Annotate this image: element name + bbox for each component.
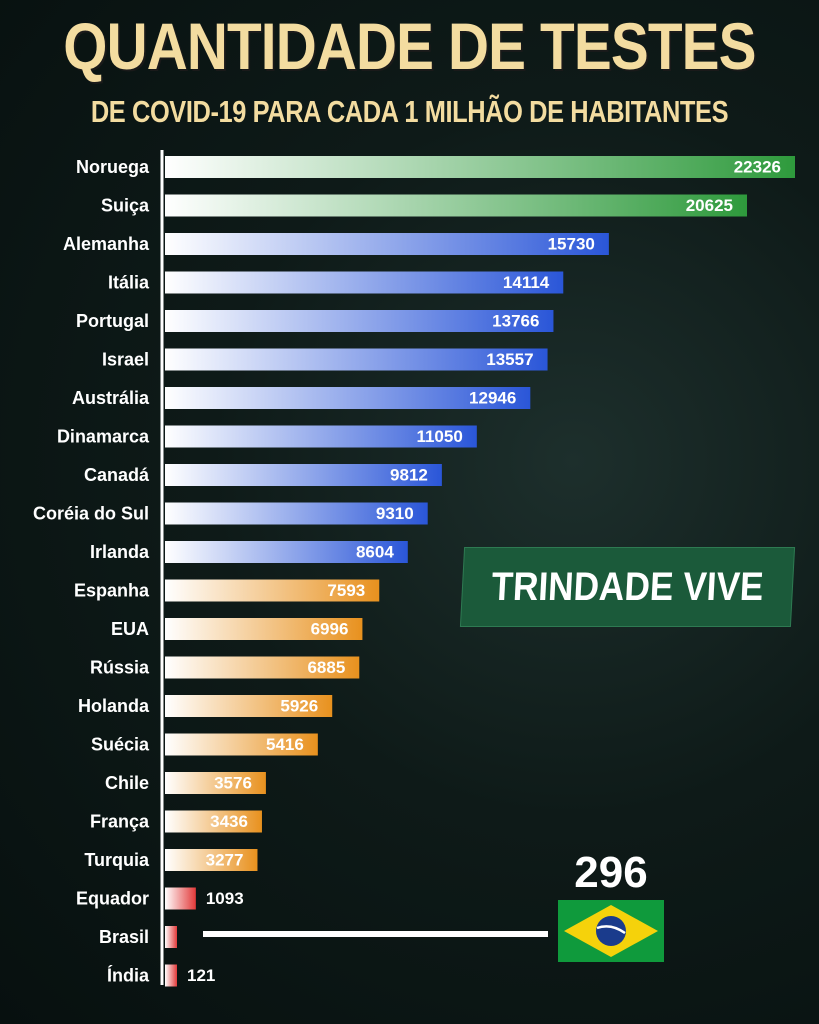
bar	[165, 348, 548, 371]
value-label: 8604	[356, 542, 394, 561]
category-label: Espanha	[74, 580, 150, 600]
brazil-flag-icon	[558, 900, 664, 962]
value-label: 9310	[376, 504, 414, 523]
category-label: Alemanha	[63, 234, 150, 254]
category-label: Equador	[76, 888, 149, 908]
bar	[165, 233, 609, 255]
bar	[165, 541, 408, 563]
bar	[165, 194, 748, 217]
brand-badge-text: TRINDADE VIVE	[490, 564, 765, 609]
bar	[165, 618, 363, 640]
value-label: 5416	[266, 735, 304, 754]
value-label: 6996	[311, 619, 349, 638]
chart-title: QUANTIDADE DE TESTES	[63, 9, 756, 83]
value-label: 13557	[486, 350, 533, 369]
bar	[165, 425, 477, 448]
category-label: Israel	[102, 349, 149, 369]
value-label: 20625	[686, 196, 733, 215]
value-label: 13766	[492, 311, 539, 330]
value-label: 121	[187, 966, 215, 985]
category-label: Noruega	[76, 157, 150, 177]
category-label: Suiça	[101, 195, 150, 215]
category-label: Austrália	[72, 388, 150, 408]
value-label: 9812	[390, 465, 428, 484]
bar	[165, 502, 428, 525]
brand-badge: TRINDADE VIVE	[460, 548, 795, 626]
bar	[165, 887, 196, 910]
bar	[165, 964, 177, 987]
bar	[165, 849, 258, 871]
value-label: 7593	[327, 581, 365, 600]
bar	[165, 310, 554, 332]
value-label: 12946	[469, 388, 516, 407]
value-label: 22326	[734, 157, 781, 176]
value-label: 3277	[206, 850, 244, 869]
category-label: Rússia	[90, 657, 150, 677]
category-label: Canadá	[84, 465, 150, 485]
value-label: 1093	[206, 889, 244, 908]
bar	[165, 733, 318, 756]
value-label: 5926	[280, 696, 318, 715]
bar	[165, 156, 795, 178]
category-label: Dinamarca	[57, 426, 150, 446]
category-label: Portugal	[76, 311, 149, 331]
bar	[165, 695, 333, 717]
value-label: 3576	[214, 773, 252, 792]
category-label: EUA	[111, 619, 149, 639]
value-label: 15730	[548, 234, 595, 253]
category-label: França	[90, 811, 150, 831]
category-label: Irlanda	[90, 542, 150, 562]
bar	[165, 387, 531, 409]
category-label: Suécia	[91, 734, 150, 754]
bar	[165, 810, 262, 833]
value-label: 14114	[503, 273, 550, 292]
category-label: Brasil	[99, 927, 149, 947]
category-label: Índia	[107, 964, 150, 985]
value-label: 11050	[416, 427, 462, 446]
category-label: Itália	[108, 272, 150, 292]
chart-subtitle: DE COVID-19 PARA CADA 1 MILHÃO DE HABITA…	[90, 94, 729, 129]
category-label: Turquia	[84, 850, 150, 870]
category-label: Chile	[105, 773, 149, 793]
brasil-callout-value: 296	[574, 848, 648, 897]
category-label: Coréia do Sul	[33, 503, 149, 523]
value-label: 6885	[307, 658, 345, 677]
bar	[165, 271, 564, 294]
bar	[165, 656, 360, 679]
brasil-callout-line	[203, 931, 548, 937]
bar	[165, 772, 266, 794]
bar	[165, 926, 177, 948]
bar	[165, 464, 442, 486]
value-label: 3436	[210, 812, 248, 831]
category-label: Holanda	[78, 696, 150, 716]
bar	[165, 579, 380, 602]
